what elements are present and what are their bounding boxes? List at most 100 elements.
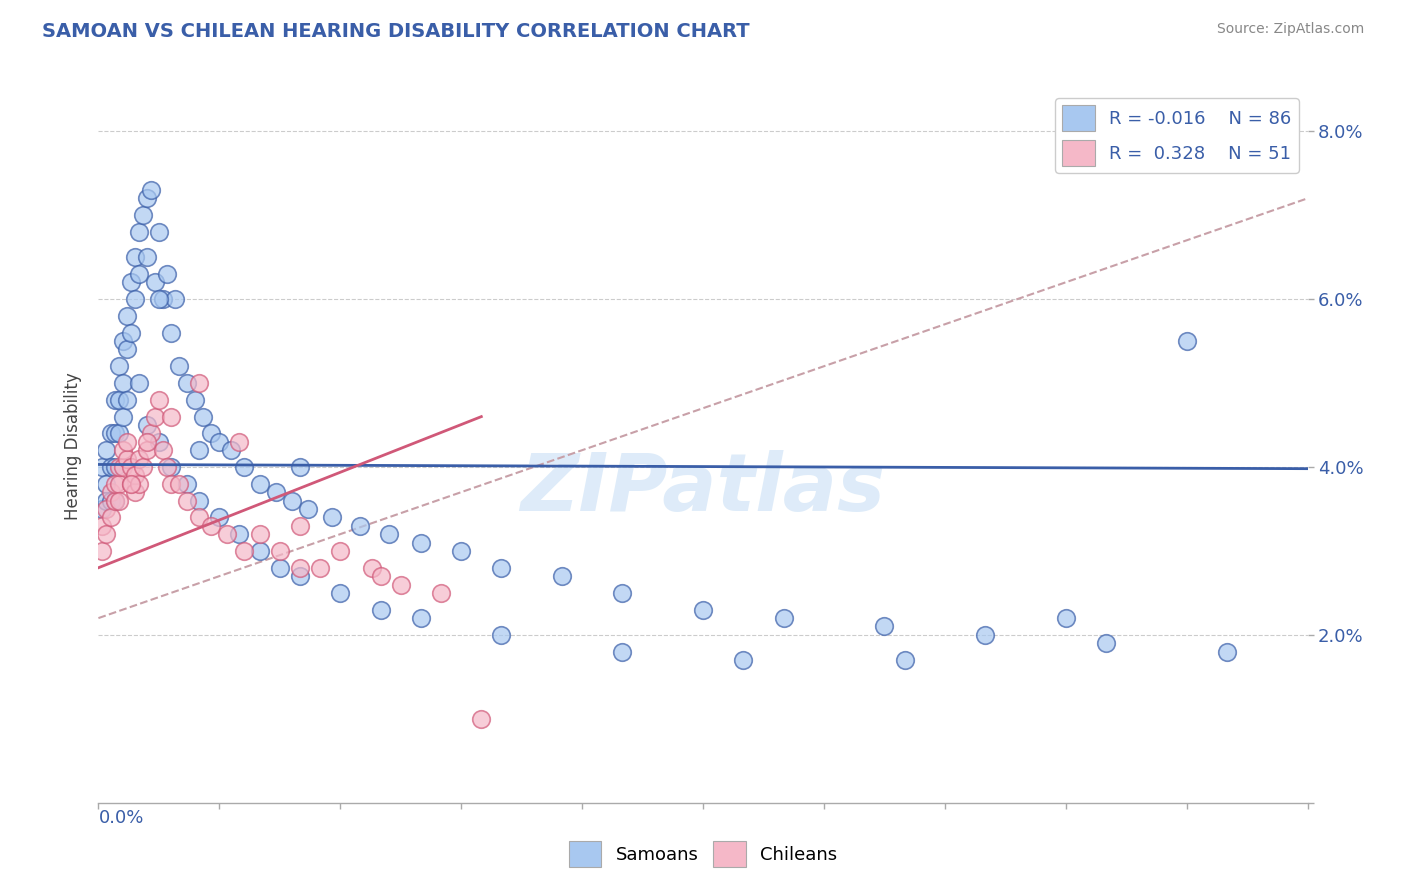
Point [232,544,254,558]
Point [128,451,150,466]
Point [193,409,215,424]
Point [156,460,179,475]
Point [281,493,304,508]
Point [103,426,125,441]
Point [200,426,222,441]
Legend: R = -0.016    N = 86, R =  0.328    N = 51: R = -0.016 N = 86, R = 0.328 N = 51 [1054,98,1299,173]
Point [91,518,114,533]
Point [377,527,399,541]
Point [491,628,513,642]
Point [389,577,412,591]
Point [143,409,166,424]
Point [103,460,125,475]
Point [321,510,343,524]
Point [370,569,392,583]
Point [143,275,166,289]
Point [612,586,634,600]
Point [111,334,134,348]
Point [361,560,384,574]
Point [188,510,211,524]
Point [1095,636,1118,650]
Point [288,569,311,583]
Point [107,392,129,407]
Point [107,493,129,508]
Point [139,183,162,197]
Point [120,326,142,340]
Point [297,502,319,516]
Point [135,250,157,264]
Point [91,460,114,475]
Point [873,619,896,633]
Point [733,653,755,667]
Point [160,476,183,491]
Text: Source: ZipAtlas.com: Source: ZipAtlas.com [1216,22,1364,37]
Point [893,653,915,667]
Point [188,376,211,390]
Point [152,443,174,458]
Point [96,476,118,491]
Point [115,451,138,466]
Point [148,392,170,407]
Point [974,628,997,642]
Point [124,485,146,500]
Point [115,309,138,323]
Legend: Samoans, Chileans: Samoans, Chileans [561,834,845,874]
Point [135,443,157,458]
Y-axis label: Hearing Disability: Hearing Disability [65,372,83,520]
Point [124,468,146,483]
Point [120,476,142,491]
Point [288,460,311,475]
Point [107,359,129,374]
Point [107,476,129,491]
Text: 0.0%: 0.0% [98,809,143,827]
Point [107,460,129,475]
Point [430,586,453,600]
Point [221,443,243,458]
Point [551,569,574,583]
Point [188,443,211,458]
Point [249,527,271,541]
Point [349,518,371,533]
Point [111,443,134,458]
Point [120,460,142,475]
Point [139,426,162,441]
Point [91,544,114,558]
Point [100,493,122,508]
Point [124,250,146,264]
Point [115,434,138,449]
Point [176,476,198,491]
Text: ZIPatlas: ZIPatlas [520,450,886,528]
Point [1175,334,1198,348]
Point [491,560,513,574]
Point [288,518,311,533]
Point [612,645,634,659]
Point [200,518,222,533]
Point [111,409,134,424]
Point [124,292,146,306]
Point [152,292,174,306]
Point [115,343,138,357]
Point [100,426,122,441]
Point [107,426,129,441]
Point [409,535,432,549]
Point [103,493,125,508]
Point [309,560,332,574]
Point [100,460,122,475]
Point [96,443,118,458]
Point [103,476,125,491]
Point [1216,645,1239,659]
Point [329,544,352,558]
Point [208,434,231,449]
Point [228,434,250,449]
Point [228,527,250,541]
Point [115,392,138,407]
Point [249,544,271,558]
Point [148,434,170,449]
Point [120,476,142,491]
Point [208,510,231,524]
Point [100,485,122,500]
Point [772,611,794,625]
Point [132,460,155,475]
Point [167,476,190,491]
Point [148,225,170,239]
